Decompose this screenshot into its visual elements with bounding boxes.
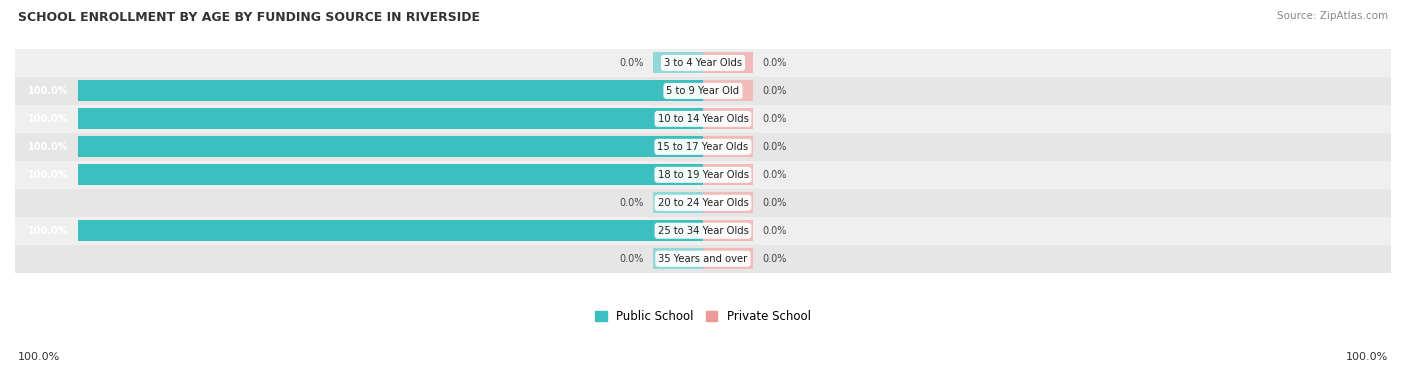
Bar: [77, 136, 703, 157]
Text: 0.0%: 0.0%: [762, 114, 787, 124]
Text: SCHOOL ENROLLMENT BY AGE BY FUNDING SOURCE IN RIVERSIDE: SCHOOL ENROLLMENT BY AGE BY FUNDING SOUR…: [18, 11, 481, 24]
Text: 100.0%: 100.0%: [1346, 352, 1388, 362]
Text: 3 to 4 Year Olds: 3 to 4 Year Olds: [664, 58, 742, 68]
Legend: Public School, Private School: Public School, Private School: [595, 310, 811, 323]
Bar: [15, 161, 1391, 189]
Bar: [15, 77, 1391, 105]
Bar: [703, 164, 754, 185]
Bar: [15, 245, 1391, 273]
Text: 20 to 24 Year Olds: 20 to 24 Year Olds: [658, 198, 748, 208]
Text: 0.0%: 0.0%: [619, 58, 644, 68]
Bar: [703, 108, 754, 129]
Text: 0.0%: 0.0%: [762, 198, 787, 208]
Text: 100.0%: 100.0%: [28, 142, 67, 152]
Text: 0.0%: 0.0%: [762, 142, 787, 152]
Bar: [703, 80, 754, 101]
Bar: [77, 108, 703, 129]
Bar: [15, 217, 1391, 245]
Bar: [15, 49, 1391, 77]
Bar: [703, 136, 754, 157]
Text: 35 Years and over: 35 Years and over: [658, 254, 748, 264]
Text: 100.0%: 100.0%: [28, 226, 67, 236]
Text: 5 to 9 Year Old: 5 to 9 Year Old: [666, 86, 740, 96]
Bar: [652, 248, 703, 269]
Text: 15 to 17 Year Olds: 15 to 17 Year Olds: [658, 142, 748, 152]
Bar: [15, 133, 1391, 161]
Text: 0.0%: 0.0%: [762, 254, 787, 264]
Text: 0.0%: 0.0%: [619, 198, 644, 208]
Bar: [77, 80, 703, 101]
Bar: [703, 220, 754, 241]
Text: 25 to 34 Year Olds: 25 to 34 Year Olds: [658, 226, 748, 236]
Bar: [77, 164, 703, 185]
Bar: [703, 248, 754, 269]
Text: 100.0%: 100.0%: [28, 170, 67, 180]
Text: 100.0%: 100.0%: [18, 352, 60, 362]
Text: 0.0%: 0.0%: [762, 226, 787, 236]
Text: 0.0%: 0.0%: [762, 86, 787, 96]
Bar: [703, 192, 754, 213]
Text: 0.0%: 0.0%: [762, 58, 787, 68]
Text: Source: ZipAtlas.com: Source: ZipAtlas.com: [1277, 11, 1388, 21]
Text: 100.0%: 100.0%: [28, 86, 67, 96]
Bar: [15, 105, 1391, 133]
Text: 0.0%: 0.0%: [762, 170, 787, 180]
Bar: [15, 189, 1391, 217]
Text: 0.0%: 0.0%: [619, 254, 644, 264]
Text: 18 to 19 Year Olds: 18 to 19 Year Olds: [658, 170, 748, 180]
Text: 100.0%: 100.0%: [28, 114, 67, 124]
Bar: [652, 52, 703, 74]
Bar: [652, 192, 703, 213]
Bar: [77, 220, 703, 241]
Text: 10 to 14 Year Olds: 10 to 14 Year Olds: [658, 114, 748, 124]
Bar: [703, 52, 754, 74]
